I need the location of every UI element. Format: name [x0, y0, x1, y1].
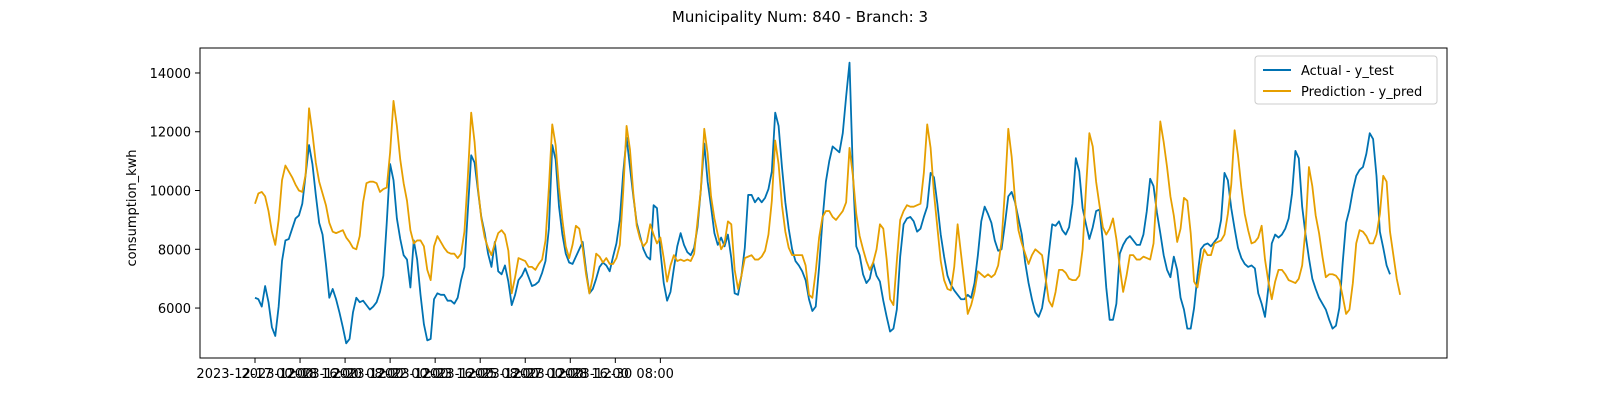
- y-axis-label: consumption_kwh: [125, 149, 140, 266]
- series-layer: [254, 61, 1402, 345]
- y-tick-label: 6000: [158, 302, 191, 317]
- x-tick-label: 2023-12-25 08:00: [422, 367, 539, 382]
- y-tick-label: 8000: [158, 243, 191, 258]
- legend-box: [1254, 55, 1438, 105]
- series-line-actual: [254, 61, 1391, 345]
- x-tick-label: 2023-12-20 08:00: [287, 367, 404, 382]
- x-tick-label: 2023-12-17 00:00: [196, 367, 313, 382]
- legend-label: Prediction - y_pred: [1301, 85, 1422, 100]
- y-tick-label: 14000: [150, 67, 191, 82]
- x-tick-label: 2023-12-30 08:00: [557, 367, 674, 382]
- x-tick-label: 2023-12-23 16:00: [377, 367, 494, 382]
- legend: Actual - y_test Prediction - y_pred: [1254, 55, 1438, 105]
- y-tick-label: 12000: [150, 126, 191, 141]
- chart-title: Municipality Num: 840 - Branch: 3: [672, 8, 928, 26]
- x-tick-label: 2023-12-18 16:00: [241, 367, 358, 382]
- y-axis: 6000 8000 10000 12000 14000: [150, 67, 200, 317]
- x-tick-label: 2023-12-22 00:00: [332, 367, 449, 382]
- x-tick-label: 2023-12-28 16:00: [512, 367, 629, 382]
- x-tick-label: 2023-12-27 00:00: [467, 367, 584, 382]
- y-tick-label: 10000: [150, 185, 191, 200]
- legend-label: Actual - y_test: [1301, 64, 1394, 79]
- series-line-prediction: [254, 99, 1402, 315]
- plot-frame: [199, 47, 1448, 359]
